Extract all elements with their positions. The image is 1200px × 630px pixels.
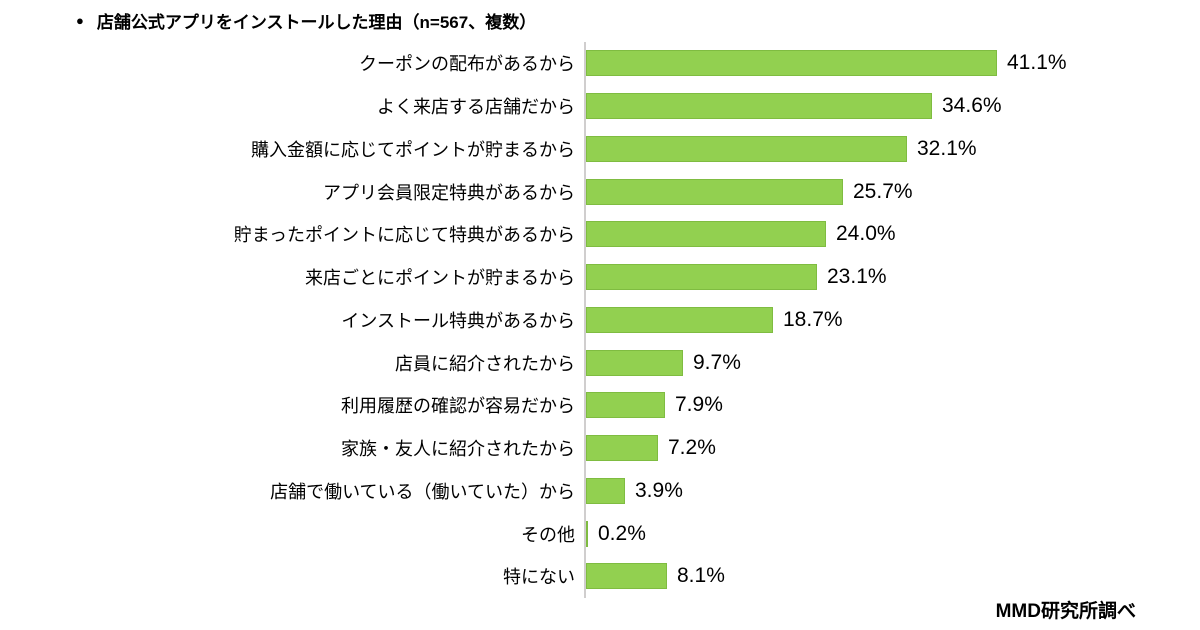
chart-row: 特にない 8.1% <box>0 555 1200 598</box>
bar <box>586 563 667 590</box>
source-credit: MMD研究所調べ <box>995 601 1136 622</box>
bar <box>586 264 817 291</box>
category-label: アプリ会員限定特典があるから <box>323 182 575 203</box>
category-label: 店舗で働いている（働いていた）から <box>270 481 575 502</box>
category-label: 特にない <box>503 567 575 588</box>
plot-area: 0.2% <box>584 512 1200 555</box>
category-label: インストール特典があるから <box>341 310 575 331</box>
plot-area: 7.2% <box>584 426 1200 470</box>
value-label: 23.1% <box>827 265 887 289</box>
plot-area: 9.7% <box>584 341 1200 384</box>
value-label: 8.1% <box>677 564 725 588</box>
chart-row: 店舗で働いている（働いていた）から 3.9% <box>0 469 1200 513</box>
bullet-icon: ● <box>76 13 84 28</box>
chart-row: クーポンの配布があるから 41.1% <box>0 42 1200 85</box>
value-label: 7.2% <box>668 436 716 460</box>
plot-area: 34.6% <box>584 84 1200 128</box>
plot-area: 18.7% <box>584 298 1200 342</box>
bar <box>586 349 683 376</box>
bar <box>586 477 625 504</box>
chart-row: 来店ごとにポイントが貯まるから 23.1% <box>0 255 1200 299</box>
chart-title-row: ● 店舗公式アプリをインストールした理由（n=567、複数） <box>76 8 536 33</box>
bar <box>586 135 907 162</box>
bar <box>586 392 665 419</box>
plot-area: 23.1% <box>584 255 1200 299</box>
plot-area: 32.1% <box>584 127 1200 171</box>
value-label: 3.9% <box>635 478 683 502</box>
category-label: 家族・友人に紹介されたから <box>341 439 575 460</box>
bar <box>586 221 826 248</box>
category-label: 利用履歴の確認が容易だから <box>341 396 575 417</box>
plot-area: 8.1% <box>584 555 1200 598</box>
value-label: 24.0% <box>836 222 896 246</box>
chart-row: 購入金額に応じてポイントが貯まるから 32.1% <box>0 127 1200 171</box>
plot-area: 24.0% <box>584 213 1200 256</box>
bar <box>586 520 588 547</box>
value-label: 9.7% <box>693 350 741 374</box>
category-label: クーポンの配布があるから <box>359 54 575 75</box>
value-label: 32.1% <box>917 136 977 160</box>
plot-area: 3.9% <box>584 469 1200 513</box>
bar <box>586 93 932 120</box>
category-label: 貯まったポイントに応じて特典があるから <box>233 225 575 246</box>
category-label: 店員に紹介されたから <box>395 353 575 374</box>
value-label: 41.1% <box>1007 51 1067 75</box>
plot-area: 25.7% <box>584 170 1200 213</box>
bar <box>586 50 997 77</box>
category-label: 購入金額に応じてポイントが貯まるから <box>251 139 575 160</box>
chart-row: 貯まったポイントに応じて特典があるから 24.0% <box>0 213 1200 256</box>
chart-row: アプリ会員限定特典があるから 25.7% <box>0 170 1200 213</box>
chart-row: その他 0.2% <box>0 512 1200 555</box>
plot-area: 41.1% <box>584 42 1200 85</box>
category-label: その他 <box>521 524 575 545</box>
bar <box>586 306 773 333</box>
chart-row: インストール特典があるから 18.7% <box>0 298 1200 342</box>
chart-title: 店舗公式アプリをインストールした理由（n=567、複数） <box>96 13 537 32</box>
bar <box>586 178 843 205</box>
bar <box>586 435 658 462</box>
value-label: 34.6% <box>942 94 1002 118</box>
plot-area: 7.9% <box>584 384 1200 427</box>
chart-row: 利用履歴の確認が容易だから 7.9% <box>0 384 1200 427</box>
category-label: よく来店する店舗だから <box>377 97 575 118</box>
chart-row: よく来店する店舗だから 34.6% <box>0 84 1200 128</box>
value-label: 7.9% <box>675 393 723 417</box>
bar-chart: クーポンの配布があるから 41.1% よく来店する店舗だから 34.6% 購入金… <box>0 42 1200 598</box>
chart-row: 店員に紹介されたから 9.7% <box>0 341 1200 384</box>
chart-row: 家族・友人に紹介されたから 7.2% <box>0 426 1200 470</box>
category-label: 来店ごとにポイントが貯まるから <box>305 268 575 289</box>
value-label: 25.7% <box>853 179 913 203</box>
value-label: 0.2% <box>598 521 646 545</box>
value-label: 18.7% <box>783 307 843 331</box>
